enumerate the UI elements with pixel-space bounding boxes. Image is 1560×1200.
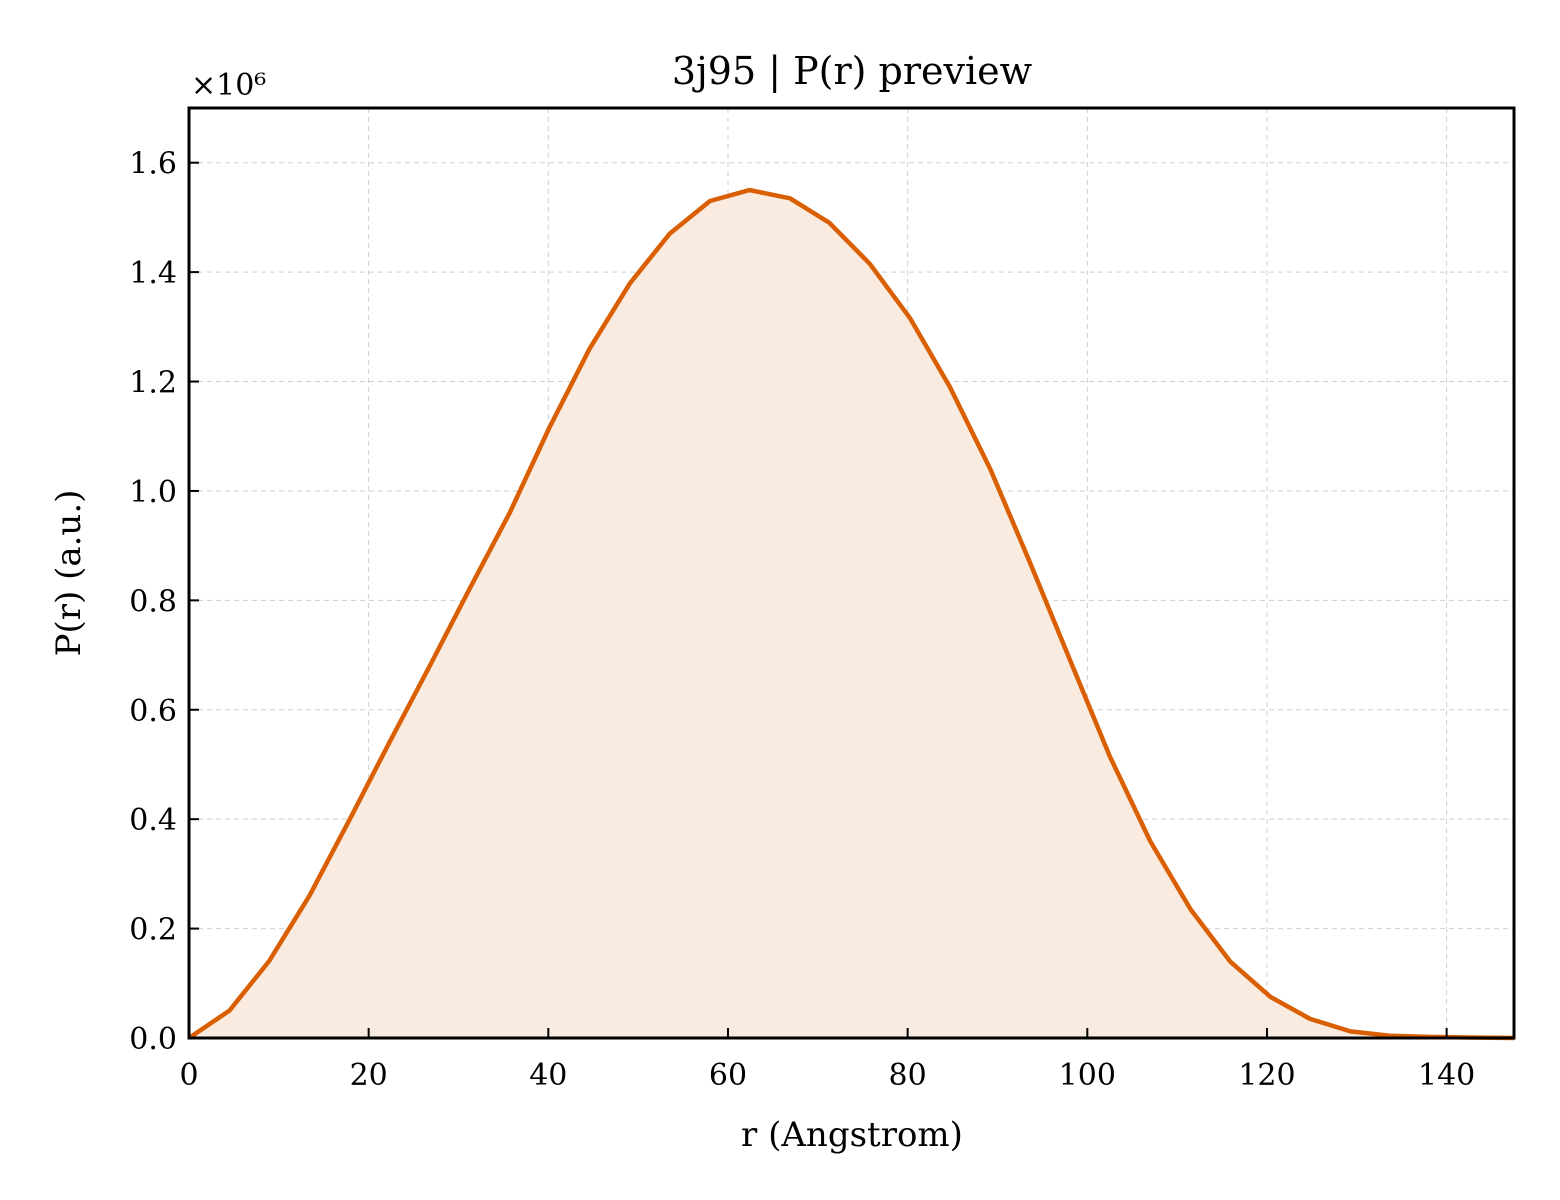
x-axis-ticks: 0 20 40 60 80 100 120 140 <box>179 1028 1475 1093</box>
y-tick-label: 0.8 <box>129 584 177 619</box>
y-tick-label: 0.6 <box>129 694 177 729</box>
y-tick-label: 1.4 <box>129 256 177 291</box>
x-tick-label: 0 <box>179 1058 198 1093</box>
y-tick-label: 1.2 <box>129 366 177 401</box>
y-multiplier-label: ×10⁶ <box>191 68 266 103</box>
x-tick-label: 40 <box>529 1058 567 1093</box>
x-axis-label: r (Angstrom) <box>741 1115 963 1155</box>
x-tick-label: 20 <box>350 1058 388 1093</box>
chart-title: 3j95 | P(r) preview <box>672 49 1033 93</box>
y-tick-label: 0.2 <box>129 913 177 948</box>
y-tick-label: 0.0 <box>129 1022 177 1057</box>
x-tick-label: 100 <box>1059 1058 1116 1093</box>
pr-area-fill <box>189 190 1514 1039</box>
x-tick-label: 140 <box>1418 1058 1475 1093</box>
y-tick-label: 0.4 <box>129 803 177 838</box>
y-tick-label: 1.6 <box>129 147 177 182</box>
y-tick-label: 1.0 <box>129 475 177 510</box>
y-axis-ticks: 0.0 0.2 0.4 0.6 0.8 1.0 1.2 1.4 1.6 <box>129 147 199 1057</box>
plot-frame <box>187 106 1516 1040</box>
x-tick-label: 120 <box>1238 1058 1295 1093</box>
x-tick-label: 80 <box>889 1058 927 1093</box>
x-tick-label: 60 <box>709 1058 747 1093</box>
pr-series-line <box>187 187 1515 1041</box>
y-axis-label: P(r) (a.u.) <box>49 490 89 657</box>
